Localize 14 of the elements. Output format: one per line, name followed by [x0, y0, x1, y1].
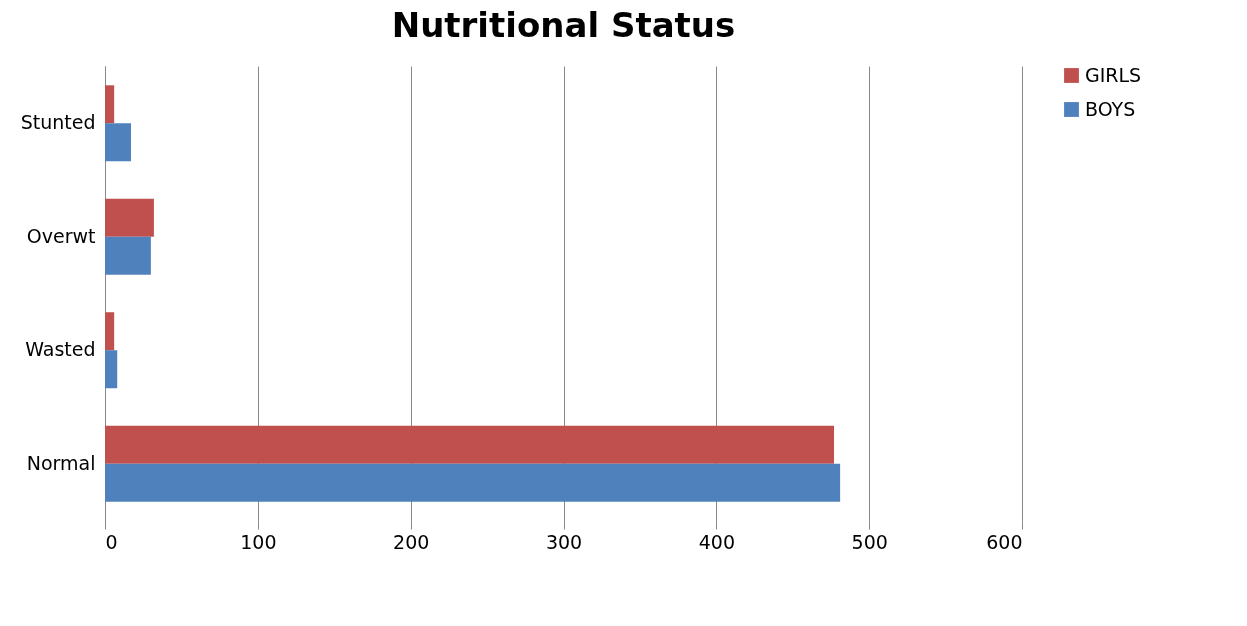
- chart-title: Nutritional Status: [391, 5, 736, 45]
- legend-label: GIRLS: [1085, 63, 1142, 86]
- y-tick-label: Wasted: [25, 338, 96, 361]
- y-tick-label: Overwt: [26, 224, 96, 247]
- x-tick-label: 600: [986, 530, 1023, 553]
- x-tick-label: 500: [851, 530, 888, 553]
- x-tick-label: 0: [105, 530, 118, 553]
- y-tick-label: Normal: [26, 451, 96, 474]
- legend-label: BOYS: [1085, 97, 1136, 120]
- x-tick-label: 400: [698, 530, 735, 553]
- x-tick-label: 200: [393, 530, 430, 553]
- x-tick-label: 100: [240, 530, 277, 553]
- y-tick-label: Stunted: [20, 111, 96, 134]
- x-tick-label: 300: [545, 530, 583, 553]
